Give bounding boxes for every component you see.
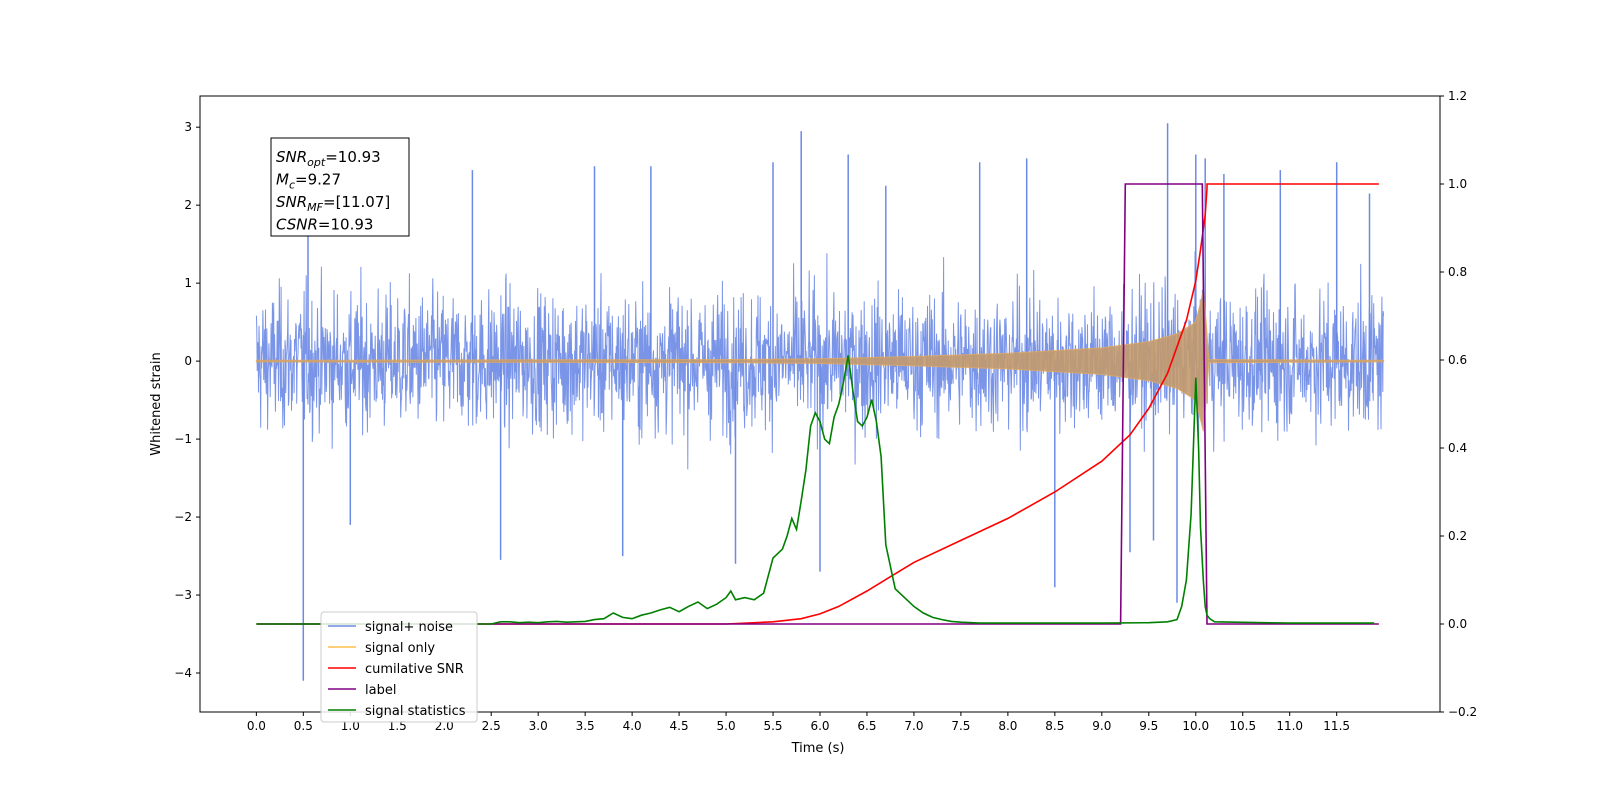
x-tick-label: 6.5	[857, 719, 876, 733]
x-tick-label: 10.5	[1229, 719, 1256, 733]
x-tick-label: 4.0	[623, 719, 642, 733]
x-tick-label: 11.0	[1276, 719, 1303, 733]
series-signal-statistics	[256, 355, 1375, 625]
x-tick-label: 8.5	[1045, 719, 1064, 733]
y2-tick-label: 0.6	[1448, 353, 1467, 367]
y2-tick-label: 0.0	[1448, 617, 1467, 631]
y-tick-label: 2	[184, 198, 192, 212]
annotation-line: SNRopt=10.93	[276, 148, 381, 169]
legend-label: signal+ noise	[365, 620, 453, 635]
x-tick-label: 9.5	[1139, 719, 1158, 733]
x-tick-label: 5.5	[763, 719, 782, 733]
y-axis-label: Whitened strain	[149, 352, 164, 455]
y-tick-label: −4	[174, 666, 192, 680]
x-tick-label: 5.0	[717, 719, 736, 733]
x-tick-label: 8.0	[998, 719, 1017, 733]
x-tick-label: 4.5	[670, 719, 689, 733]
x-tick-label: 7.5	[951, 719, 970, 733]
x-tick-label: 0.5	[294, 719, 313, 733]
y-tick-label: 3	[184, 120, 192, 134]
y2-tick-label: 0.8	[1448, 265, 1467, 279]
annotation-line: CSNR=10.93	[276, 216, 373, 234]
y-tick-label: 1	[184, 276, 192, 290]
x-axis-label: Time (s)	[791, 741, 845, 756]
legend-label: signal statistics	[365, 704, 466, 719]
plot-area	[255, 123, 1385, 681]
y2-tick-label: 1.0	[1448, 177, 1467, 191]
series-signal-noise-spikes	[302, 123, 1371, 681]
series-cumulative-snr	[256, 183, 1379, 625]
y-tick-label: 0	[184, 354, 192, 368]
annotation-line: SNRMF=[11.07]	[276, 193, 390, 214]
legend-label: cumilative SNR	[365, 662, 464, 677]
y2-tick-label: −0.2	[1448, 705, 1477, 719]
legend-label: signal only	[365, 641, 435, 656]
legend-frame	[320, 611, 478, 723]
x-tick-label: 7.0	[904, 719, 923, 733]
y2-tick-label: 1.2	[1448, 89, 1467, 103]
x-axis-ticks: 0.0 0.5 1.0 1.5 2.0 2.5 3.0 3.5 4.0 4.5 5.0 5.5 6.0 6…	[247, 712, 1350, 733]
y2-axis-ticks: −0.2 0.0 0.2 0.4 0.6 0.8 1.0 1.2	[1440, 89, 1477, 719]
x-tick-label: 11.5	[1323, 719, 1350, 733]
series-label	[256, 183, 1379, 625]
y2-tick-label: 0.2	[1448, 529, 1467, 543]
y-tick-label: −2	[174, 510, 192, 524]
series-signal-only	[255, 290, 1385, 432]
x-tick-label: 9.0	[1092, 719, 1111, 733]
x-tick-label: 10.0	[1182, 719, 1209, 733]
x-tick-label: 3.5	[576, 719, 595, 733]
x-tick-label: 6.0	[810, 719, 829, 733]
legend: signal+ noise signal only cumilative SNR la…	[320, 611, 478, 723]
y-tick-label: −3	[174, 588, 192, 602]
annotation-frame	[270, 137, 410, 237]
y-tick-label: −1	[174, 432, 192, 446]
series-layer	[255, 123, 1385, 681]
legend-label: label	[365, 683, 396, 698]
x-tick-label: 0.0	[247, 719, 266, 733]
y-axis-ticks: −4 −3 −2 −1 0 1 2 3	[174, 120, 200, 680]
annotation-line: Mc=9.27	[276, 171, 341, 192]
y2-tick-label: 0.4	[1448, 441, 1467, 455]
x-tick-label: 2.5	[482, 719, 501, 733]
x-tick-label: 3.0	[529, 719, 548, 733]
